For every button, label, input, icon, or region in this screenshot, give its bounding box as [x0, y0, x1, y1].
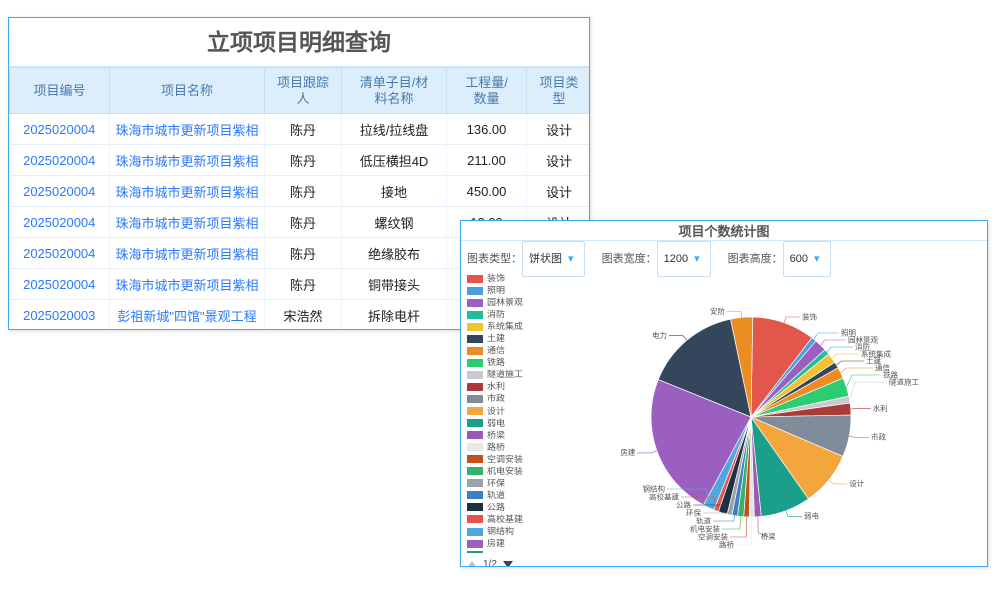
svg-text:市政: 市政	[871, 432, 886, 442]
svg-text:装饰: 装饰	[802, 311, 817, 321]
svg-text:安防: 安防	[710, 306, 725, 316]
svg-text:环保: 环保	[686, 508, 701, 517]
svg-text:钢结构: 钢结构	[643, 483, 666, 493]
svg-text:房建: 房建	[620, 447, 635, 457]
svg-text:设计: 设计	[849, 478, 864, 488]
svg-text:桥梁: 桥梁	[761, 531, 776, 541]
svg-text:电力: 电力	[652, 330, 667, 340]
svg-text:隧道施工: 隧道施工	[889, 376, 919, 386]
svg-text:水利: 水利	[873, 403, 888, 413]
svg-text:弱电: 弱电	[804, 511, 819, 521]
